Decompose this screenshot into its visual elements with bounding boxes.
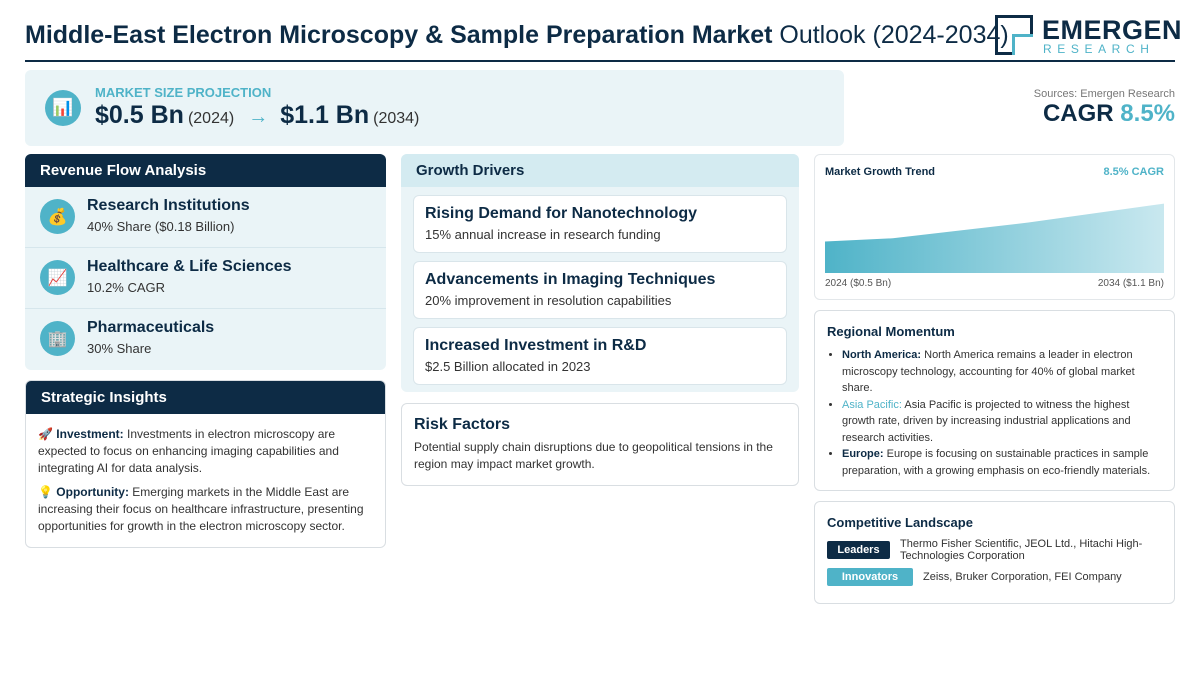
end-value: $1.1 Bn bbox=[280, 101, 370, 129]
insight-label: Opportunity: bbox=[56, 485, 129, 499]
market-growth-trend-card: Market Growth Trend 8.5% CAGR 2024 ($0.5… bbox=[814, 154, 1175, 300]
trend-heading: Market Growth Trend bbox=[825, 166, 936, 178]
list-item: 🏢 Pharmaceuticals 30% Share bbox=[25, 309, 386, 370]
logo-mark-icon bbox=[995, 15, 1033, 55]
innovators-list: Zeiss, Bruker Corporation, FEI Company bbox=[923, 571, 1122, 583]
revenue-flow-card: Revenue Flow Analysis 💰 Research Institu… bbox=[25, 154, 386, 370]
cagr-summary: CAGR 8.5% bbox=[1043, 100, 1175, 128]
risk-factors-heading: Risk Factors bbox=[414, 416, 511, 433]
segment-name: Healthcare & Life Sciences bbox=[87, 258, 292, 275]
leaders-badge: Leaders bbox=[827, 541, 890, 559]
driver-title: Increased Investment in R&D bbox=[425, 337, 647, 354]
strategic-insights-body: 🚀 Investment: Investments in electron mi… bbox=[26, 414, 385, 535]
driver-title: Rising Demand for Nanotechnology bbox=[425, 205, 698, 222]
trend-start-label: 2024 ($0.5 Bn) bbox=[825, 278, 892, 289]
building-icon: 🏢 bbox=[40, 321, 75, 356]
insight-label: Investment: bbox=[56, 427, 124, 441]
page-title-period: Outlook (2024-2034) bbox=[779, 21, 1009, 49]
header: Middle-East Electron Microscopy & Sample… bbox=[25, 12, 1182, 62]
driver-detail: $2.5 Billion allocated in 2023 bbox=[425, 359, 591, 374]
segment-name: Pharmaceuticals bbox=[87, 319, 215, 336]
strategic-insights-heading: Strategic Insights bbox=[26, 381, 385, 414]
projection-label: MARKET SIZE PROJECTION bbox=[95, 85, 272, 100]
insight-item: 💡 Opportunity: Emerging markets in the M… bbox=[38, 484, 373, 535]
driver-item: Increased Investment in R&D $2.5 Billion… bbox=[413, 327, 787, 385]
region-text: North America remains a leader in electr… bbox=[842, 349, 1135, 394]
list-item: Asia Pacific: Asia Pacific is projected … bbox=[842, 397, 1162, 447]
list-item: 💰 Research Institutions 40% Share ($0.18… bbox=[25, 187, 386, 248]
risk-factors-text: Potential supply chain disruptions due t… bbox=[414, 440, 773, 471]
region-text: Asia Pacific is projected to witness the… bbox=[842, 398, 1131, 444]
region-text: Europe is focusing on sustainable practi… bbox=[842, 448, 1151, 477]
competitive-heading: Competitive Landscape bbox=[827, 515, 973, 530]
trend-chart-icon: 📈 bbox=[40, 260, 75, 295]
start-value: $0.5 Bn bbox=[95, 101, 184, 129]
start-year: (2024) bbox=[187, 110, 235, 127]
list-item: 📈 Healthcare & Life Sciences 10.2% CAGR bbox=[25, 248, 386, 309]
regional-heading: Regional Momentum bbox=[827, 324, 955, 339]
segment-detail: 30% Share bbox=[87, 341, 152, 356]
trend-area-chart bbox=[825, 203, 1164, 273]
leaders-list: Thermo Fisher Scientific, JEOL Ltd., Hit… bbox=[900, 538, 1143, 562]
cagr-value: 8.5% bbox=[1120, 100, 1175, 127]
risk-factors-card: Risk Factors Potential supply chain disr… bbox=[401, 403, 799, 486]
sources-note: Sources: Emergen Research bbox=[1033, 88, 1175, 100]
segment-detail: 10.2% CAGR bbox=[87, 280, 166, 295]
innovators-badge: Innovators bbox=[827, 568, 913, 586]
region-name: Europe: bbox=[842, 448, 884, 460]
bar-chart-icon: 📊 bbox=[45, 90, 81, 126]
region-name: North America: bbox=[842, 349, 922, 361]
money-bag-icon: 💰 bbox=[40, 199, 75, 234]
trend-area bbox=[825, 203, 1164, 273]
trend-end-label: 2034 ($1.1 Bn) bbox=[1097, 278, 1164, 289]
segment-detail: 40% Share ($0.18 Billion) bbox=[87, 219, 235, 234]
region-name: Asia Pacific: bbox=[842, 398, 902, 411]
page-title-main: Middle-East Electron Microscopy & Sample… bbox=[25, 21, 773, 49]
growth-drivers-heading: Growth Drivers bbox=[401, 154, 799, 187]
revenue-flow-heading: Revenue Flow Analysis bbox=[25, 154, 386, 187]
insight-text: Emerging markets in the Middle East are … bbox=[38, 485, 364, 533]
rocket-icon: 🚀 bbox=[38, 427, 53, 441]
cagr-label: CAGR bbox=[1042, 100, 1114, 127]
arrow-right-icon: → bbox=[248, 106, 269, 128]
projection-values: $0.5 Bn (2024) → $1.1 Bn (2034) bbox=[95, 101, 419, 130]
growth-drivers-card: Growth Drivers Rising Demand for Nanotec… bbox=[401, 154, 799, 392]
list-item: Europe: Europe is focusing on sustainabl… bbox=[842, 446, 1162, 479]
end-year: (2034) bbox=[373, 110, 420, 127]
driver-item: Advancements in Imaging Techniques 20% i… bbox=[413, 261, 787, 319]
regional-momentum-card: Regional Momentum North America: North A… bbox=[814, 310, 1175, 491]
list-item: North America: North America remains a l… bbox=[842, 347, 1162, 397]
regional-list: North America: North America remains a l… bbox=[842, 347, 1162, 479]
emergen-logo: EMERGEN RESEARCH bbox=[995, 14, 1182, 56]
lightbulb-icon: 💡 bbox=[38, 485, 53, 499]
trend-cagr-tag: 8.5% CAGR bbox=[1103, 166, 1164, 178]
segment-name: Research Institutions bbox=[87, 197, 250, 214]
logo-subtitle: RESEARCH bbox=[1043, 42, 1155, 56]
driver-title: Advancements in Imaging Techniques bbox=[425, 271, 716, 288]
logo-name: EMERGEN bbox=[1042, 15, 1183, 45]
driver-item: Rising Demand for Nanotechnology 15% ann… bbox=[413, 195, 787, 253]
insight-text: Investments in electron microscopy are e… bbox=[38, 427, 339, 475]
competitive-landscape-card: Competitive Landscape Leaders Thermo Fis… bbox=[814, 501, 1175, 604]
driver-detail: 20% improvement in resolution capabiliti… bbox=[425, 293, 672, 308]
strategic-insights-card: Strategic Insights 🚀 Investment: Investm… bbox=[25, 380, 386, 548]
insight-item: 🚀 Investment: Investments in electron mi… bbox=[38, 426, 373, 477]
page-title: Middle-East Electron Microscopy & Sample… bbox=[25, 21, 1009, 50]
market-size-projection: 📊 MARKET SIZE PROJECTION $0.5 Bn (2024) → $… bbox=[25, 70, 844, 146]
driver-detail: 15% annual increase in research funding bbox=[425, 227, 661, 242]
